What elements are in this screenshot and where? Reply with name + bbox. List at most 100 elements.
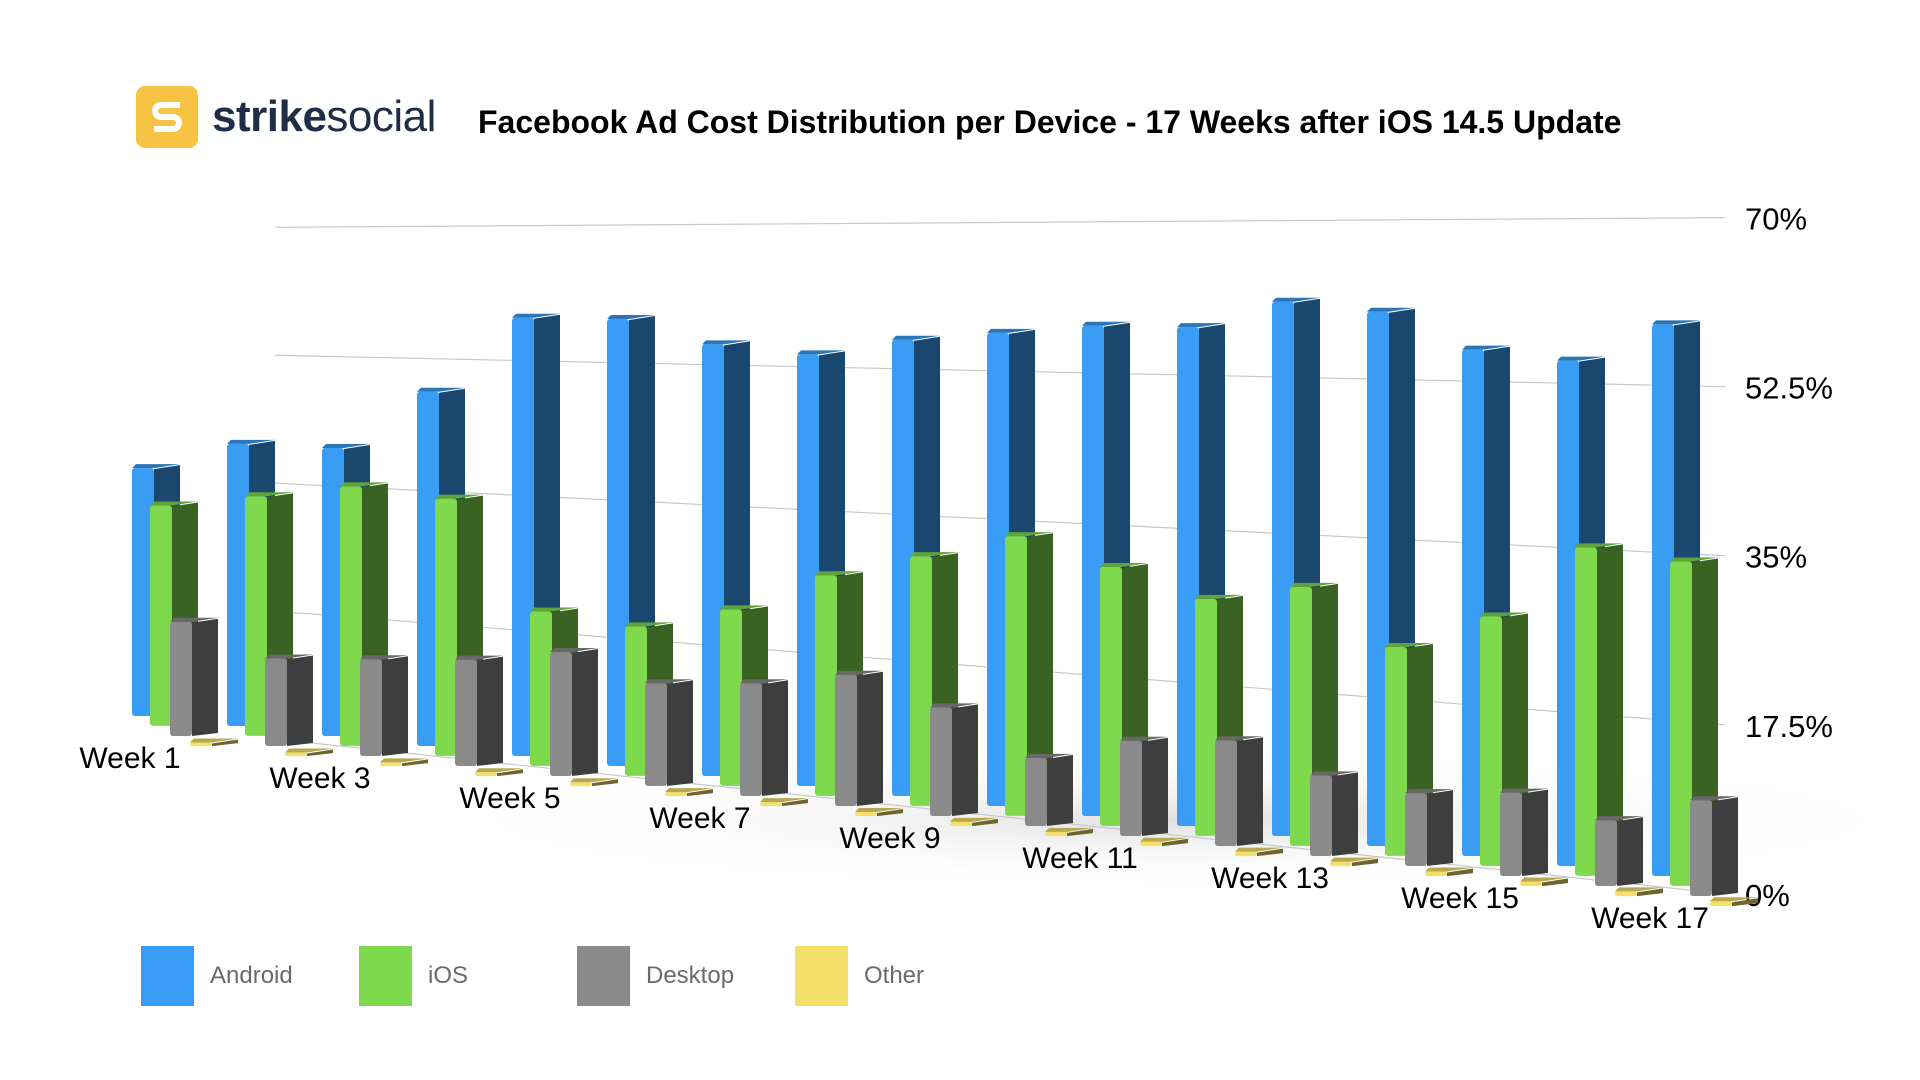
bar-top-face [1045, 827, 1093, 832]
bar-side-face [1712, 797, 1738, 896]
brand-wordmark: strikesocial [212, 92, 436, 142]
bar-side-face [782, 799, 808, 807]
bar-front-face [1405, 793, 1427, 866]
bar-front-face [1615, 891, 1637, 897]
legend-item-ios: iOS [359, 946, 577, 1006]
bar-ios-10 [1005, 532, 1053, 816]
brand-name-bold: strike [212, 92, 327, 141]
bar-side-face [1522, 789, 1548, 876]
x-tick-label: Week 1 [79, 742, 180, 775]
bar-desktop-6 [645, 679, 693, 786]
bar-other-9 [950, 817, 998, 827]
bar-top-face [1670, 557, 1718, 562]
y-tick-label: 17.5% [1745, 709, 1833, 744]
bar-front-face [1310, 775, 1332, 856]
bar-top-face [1367, 307, 1415, 312]
bar-other-15 [1520, 877, 1568, 887]
bar-front-face [132, 468, 154, 716]
bar-top-face [1575, 543, 1623, 548]
bar-top-face [987, 328, 1035, 333]
bar-side-face [1732, 898, 1758, 907]
bar-top-face [1082, 321, 1130, 326]
gridline [274, 738, 1726, 895]
brand-logo-badge [136, 86, 198, 148]
bar-other-14 [1425, 867, 1473, 877]
bar-front-face [910, 556, 932, 806]
gridline [274, 217, 1726, 228]
bar-desktop-3 [360, 655, 408, 756]
bar-side-face [1617, 817, 1643, 886]
bar-top-face [1595, 816, 1643, 821]
bar-top-face [150, 501, 198, 506]
bar-other-16 [1615, 887, 1663, 897]
bar-top-face [1025, 753, 1073, 758]
bar-front-face [1500, 792, 1522, 876]
bar-top-face [1557, 356, 1605, 361]
bar-desktop-13 [1310, 771, 1358, 856]
bar-side-face [307, 749, 333, 757]
x-tick-label: Week 11 [1022, 842, 1138, 875]
bar-top-face [512, 313, 560, 318]
bar-side-face [1162, 838, 1188, 847]
bar-side-face [1257, 848, 1283, 857]
bar-top-face [1005, 532, 1053, 537]
y-tick-label: 52.5% [1745, 371, 1833, 406]
bar-top-face [322, 443, 370, 448]
bar-top-face [835, 670, 883, 675]
bar-side-face [1542, 878, 1568, 887]
bar-top-face [702, 340, 750, 345]
legend-label: iOS [428, 962, 469, 989]
bar-top-face [550, 648, 598, 652]
bar-other-6 [665, 788, 713, 797]
bar-top-face [815, 571, 863, 576]
x-tick-label: Week 13 [1211, 862, 1329, 895]
legend-label: Android [210, 962, 293, 989]
bar-other-8 [855, 807, 903, 817]
bar-top-face [1195, 594, 1243, 599]
bar-side-face [1047, 754, 1073, 826]
bar-front-face [1462, 349, 1484, 856]
bar-other-17 [1710, 897, 1758, 907]
bar-group [132, 297, 1758, 907]
bar-side-face [1027, 533, 1053, 816]
bar-top-face [1652, 320, 1700, 325]
bar-front-face [740, 683, 762, 796]
bar-front-face [835, 674, 857, 806]
bar-side-face [857, 671, 883, 806]
bar-front-face [987, 332, 1009, 806]
bar-top-face [227, 439, 275, 444]
bar-front-face [930, 707, 952, 816]
legend-label: Desktop [646, 962, 735, 989]
bar-front-face [150, 505, 172, 726]
bar-side-face [382, 656, 408, 756]
bar-front-face [227, 443, 249, 726]
legend-swatch [577, 946, 630, 1006]
bar-side-face [477, 656, 503, 766]
bar-front-face [1140, 841, 1162, 847]
bar-desktop-10 [1025, 753, 1073, 826]
bar-front-face [1710, 901, 1732, 907]
bar-side-face [1447, 868, 1473, 877]
bar-front-face [360, 659, 382, 756]
bar-front-face [512, 317, 534, 756]
bar-top-face [1177, 323, 1225, 328]
bar-front-face [340, 486, 362, 746]
bar-front-face [1120, 740, 1142, 836]
bar-side-face [1237, 737, 1263, 846]
bar-side-face [952, 704, 978, 816]
bar-side-face [972, 818, 998, 827]
bar-top-face [625, 622, 673, 627]
bar-front-face [1425, 871, 1447, 877]
bar-top-face [380, 758, 428, 763]
bar-front-face [1520, 881, 1542, 887]
x-tick-label: Week 15 [1401, 882, 1519, 915]
bar-side-face [287, 655, 313, 746]
bar-top-face [1100, 563, 1148, 568]
bar-front-face [455, 659, 477, 766]
bar-top-face [170, 617, 218, 622]
bar-side-face [572, 649, 598, 776]
bar-side-face [687, 789, 713, 797]
x-tick-label: Week 7 [649, 802, 750, 835]
bar-front-face [1480, 616, 1502, 866]
